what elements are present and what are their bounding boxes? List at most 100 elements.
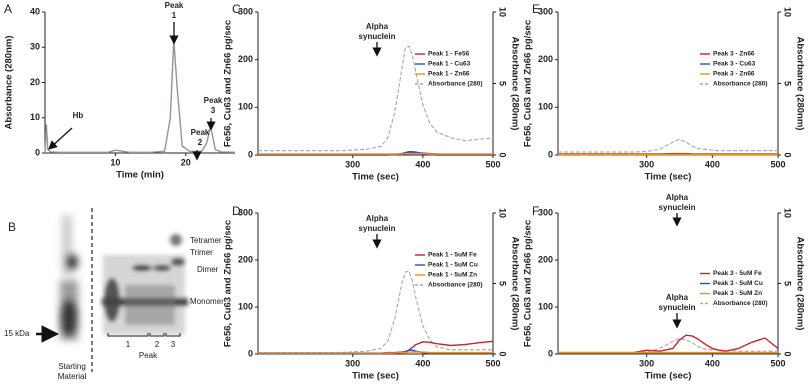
panel-label: F (532, 204, 539, 218)
panel-label: A (4, 2, 12, 16)
starting-lane (60, 215, 78, 340)
y-tick-label: 0 (248, 348, 253, 358)
annotation: 3 (211, 106, 216, 115)
y2-tick-label: 5 (783, 81, 793, 86)
legend-label: Peak 3 - 5uM Zn (713, 290, 762, 297)
y2-tick-label: 10 (498, 208, 508, 218)
x-axis-label: Time (sec) (645, 371, 692, 382)
legend-label: Absorbance (280) (428, 81, 483, 88)
annotation: 2 (198, 138, 203, 147)
x-axis-label: Time (sec) (352, 172, 399, 183)
x-tick-label: 500 (485, 358, 500, 368)
band-label: Trimer (190, 248, 213, 257)
annotation: synuclein (659, 203, 696, 212)
y-tick-label: 100 (238, 102, 253, 112)
series-line (258, 270, 493, 354)
legend-label: Peak 1 - Zn66 (428, 71, 470, 78)
y2-axis-label: Absorbance (280nm) (794, 37, 805, 131)
peak-lanes (102, 234, 188, 335)
panel-label: D (232, 204, 241, 218)
y-tick-label: 300 (538, 207, 553, 217)
legend-label: Peak 3 - Zn66 (713, 71, 755, 78)
y-tick-label: 200 (238, 54, 253, 64)
x-tick-label: 500 (770, 358, 785, 368)
lane-label: 1 (126, 340, 131, 349)
x-axis-label: Time (sec) (645, 172, 692, 183)
x-tick-label: 500 (770, 159, 785, 169)
x-axis-label: Time (min) (116, 170, 164, 181)
y-tick-label: 0 (548, 149, 553, 159)
y-axis-label: Fe56, Cu63 and Zn66 pg/sec (523, 220, 534, 347)
y2-tick-label: 10 (783, 208, 793, 218)
y-tick-label: 100 (538, 301, 553, 311)
x-tick-label: 300 (345, 159, 360, 169)
band-label: Tetramer (190, 236, 222, 245)
y-tick-label: 200 (538, 254, 553, 264)
lane-label: 3 (171, 340, 176, 349)
legend-label: Absorbance (280) (713, 300, 768, 307)
y-axis-label: Absorbance (280nm) (4, 36, 15, 130)
series-line (258, 340, 494, 354)
y-tick-label: 0 (248, 149, 253, 159)
legend-label: Absorbance (280) (428, 282, 483, 289)
y-tick-label: 100 (538, 102, 553, 112)
annotation-arrow (48, 127, 73, 150)
legend-label: Peak 1 - 5uM Zn (428, 272, 477, 279)
y2-tick-label: 0 (783, 351, 793, 356)
y2-tick-label: 5 (783, 281, 793, 286)
annotation: Alpha (366, 22, 389, 31)
lane-brackets (107, 333, 181, 337)
y2-tick-label: 5 (498, 281, 508, 286)
gel-panel: B Tetramer Trimer Dimer Monomer 15 kDa S… (4, 208, 224, 381)
y2-tick-label: 0 (498, 351, 508, 356)
lane-title: Peak (139, 351, 158, 360)
y2-tick-label: 5 (498, 81, 508, 86)
annotation: Alpha (666, 293, 689, 302)
band-label: Dimer (197, 265, 219, 274)
y-tick-label: 300 (538, 6, 553, 16)
x-axis-label: Time (sec) (352, 371, 399, 382)
y2-axis-label: Absorbance (280nm) (794, 237, 805, 331)
series-line (558, 334, 779, 354)
starting-label: Starting (58, 362, 86, 371)
series-line (558, 138, 778, 153)
x-tick-label: 10 (110, 157, 120, 167)
series-line (258, 151, 493, 156)
legend-label: Peak 1 - 5uM Fe (428, 252, 477, 259)
annotation: Peak (165, 1, 184, 10)
x-tick-label: 500 (485, 159, 500, 169)
lane-label: 2 (155, 340, 160, 349)
y-tick-label: 30 (30, 42, 40, 52)
marker-label: 15 kDa (4, 329, 30, 338)
y2-tick-label: 10 (498, 7, 508, 17)
x-tick-label: 400 (705, 159, 720, 169)
starting-label: Material (58, 372, 87, 381)
x-tick-label: 400 (705, 358, 720, 368)
series-line (258, 351, 493, 354)
annotation: Peak (191, 128, 210, 137)
x-tick-label: 300 (345, 358, 360, 368)
x-tick-label: 400 (415, 358, 430, 368)
y-tick-label: 100 (238, 301, 253, 311)
annotation: Peak (204, 96, 223, 105)
y-tick-label: 300 (238, 207, 253, 217)
y-tick-label: 0 (35, 147, 40, 157)
y-tick-label: 40 (30, 6, 40, 16)
y-tick-label: 10 (30, 112, 40, 122)
y-tick-label: 20 (30, 77, 40, 87)
legend-label: Peak 1 - Cu63 (428, 61, 471, 68)
legend-label: Peak 3 - 5uM Fe (713, 270, 762, 277)
legend-label: Peak 3 - 5uM Cu (713, 280, 763, 287)
y2-tick-label: 0 (498, 152, 508, 157)
x-tick-label: 400 (415, 159, 430, 169)
y2-axis-label: Absorbance (280nm) (509, 237, 520, 331)
x-tick-label: 20 (181, 157, 191, 167)
y-axis-label: Fe56, Cu63 and Zn66 pg/sec (523, 20, 534, 147)
y-axis-label: Fe56, Cu63 and Zn66 pg/sec (223, 20, 234, 147)
y-tick-label: 0 (548, 348, 553, 358)
annotation: synuclein (359, 32, 396, 41)
legend-label: Peak 1 - 5uM Cu (428, 262, 478, 269)
annotation: Hb (73, 111, 84, 120)
legend-label: Peak 1 - Fe56 (428, 51, 470, 58)
